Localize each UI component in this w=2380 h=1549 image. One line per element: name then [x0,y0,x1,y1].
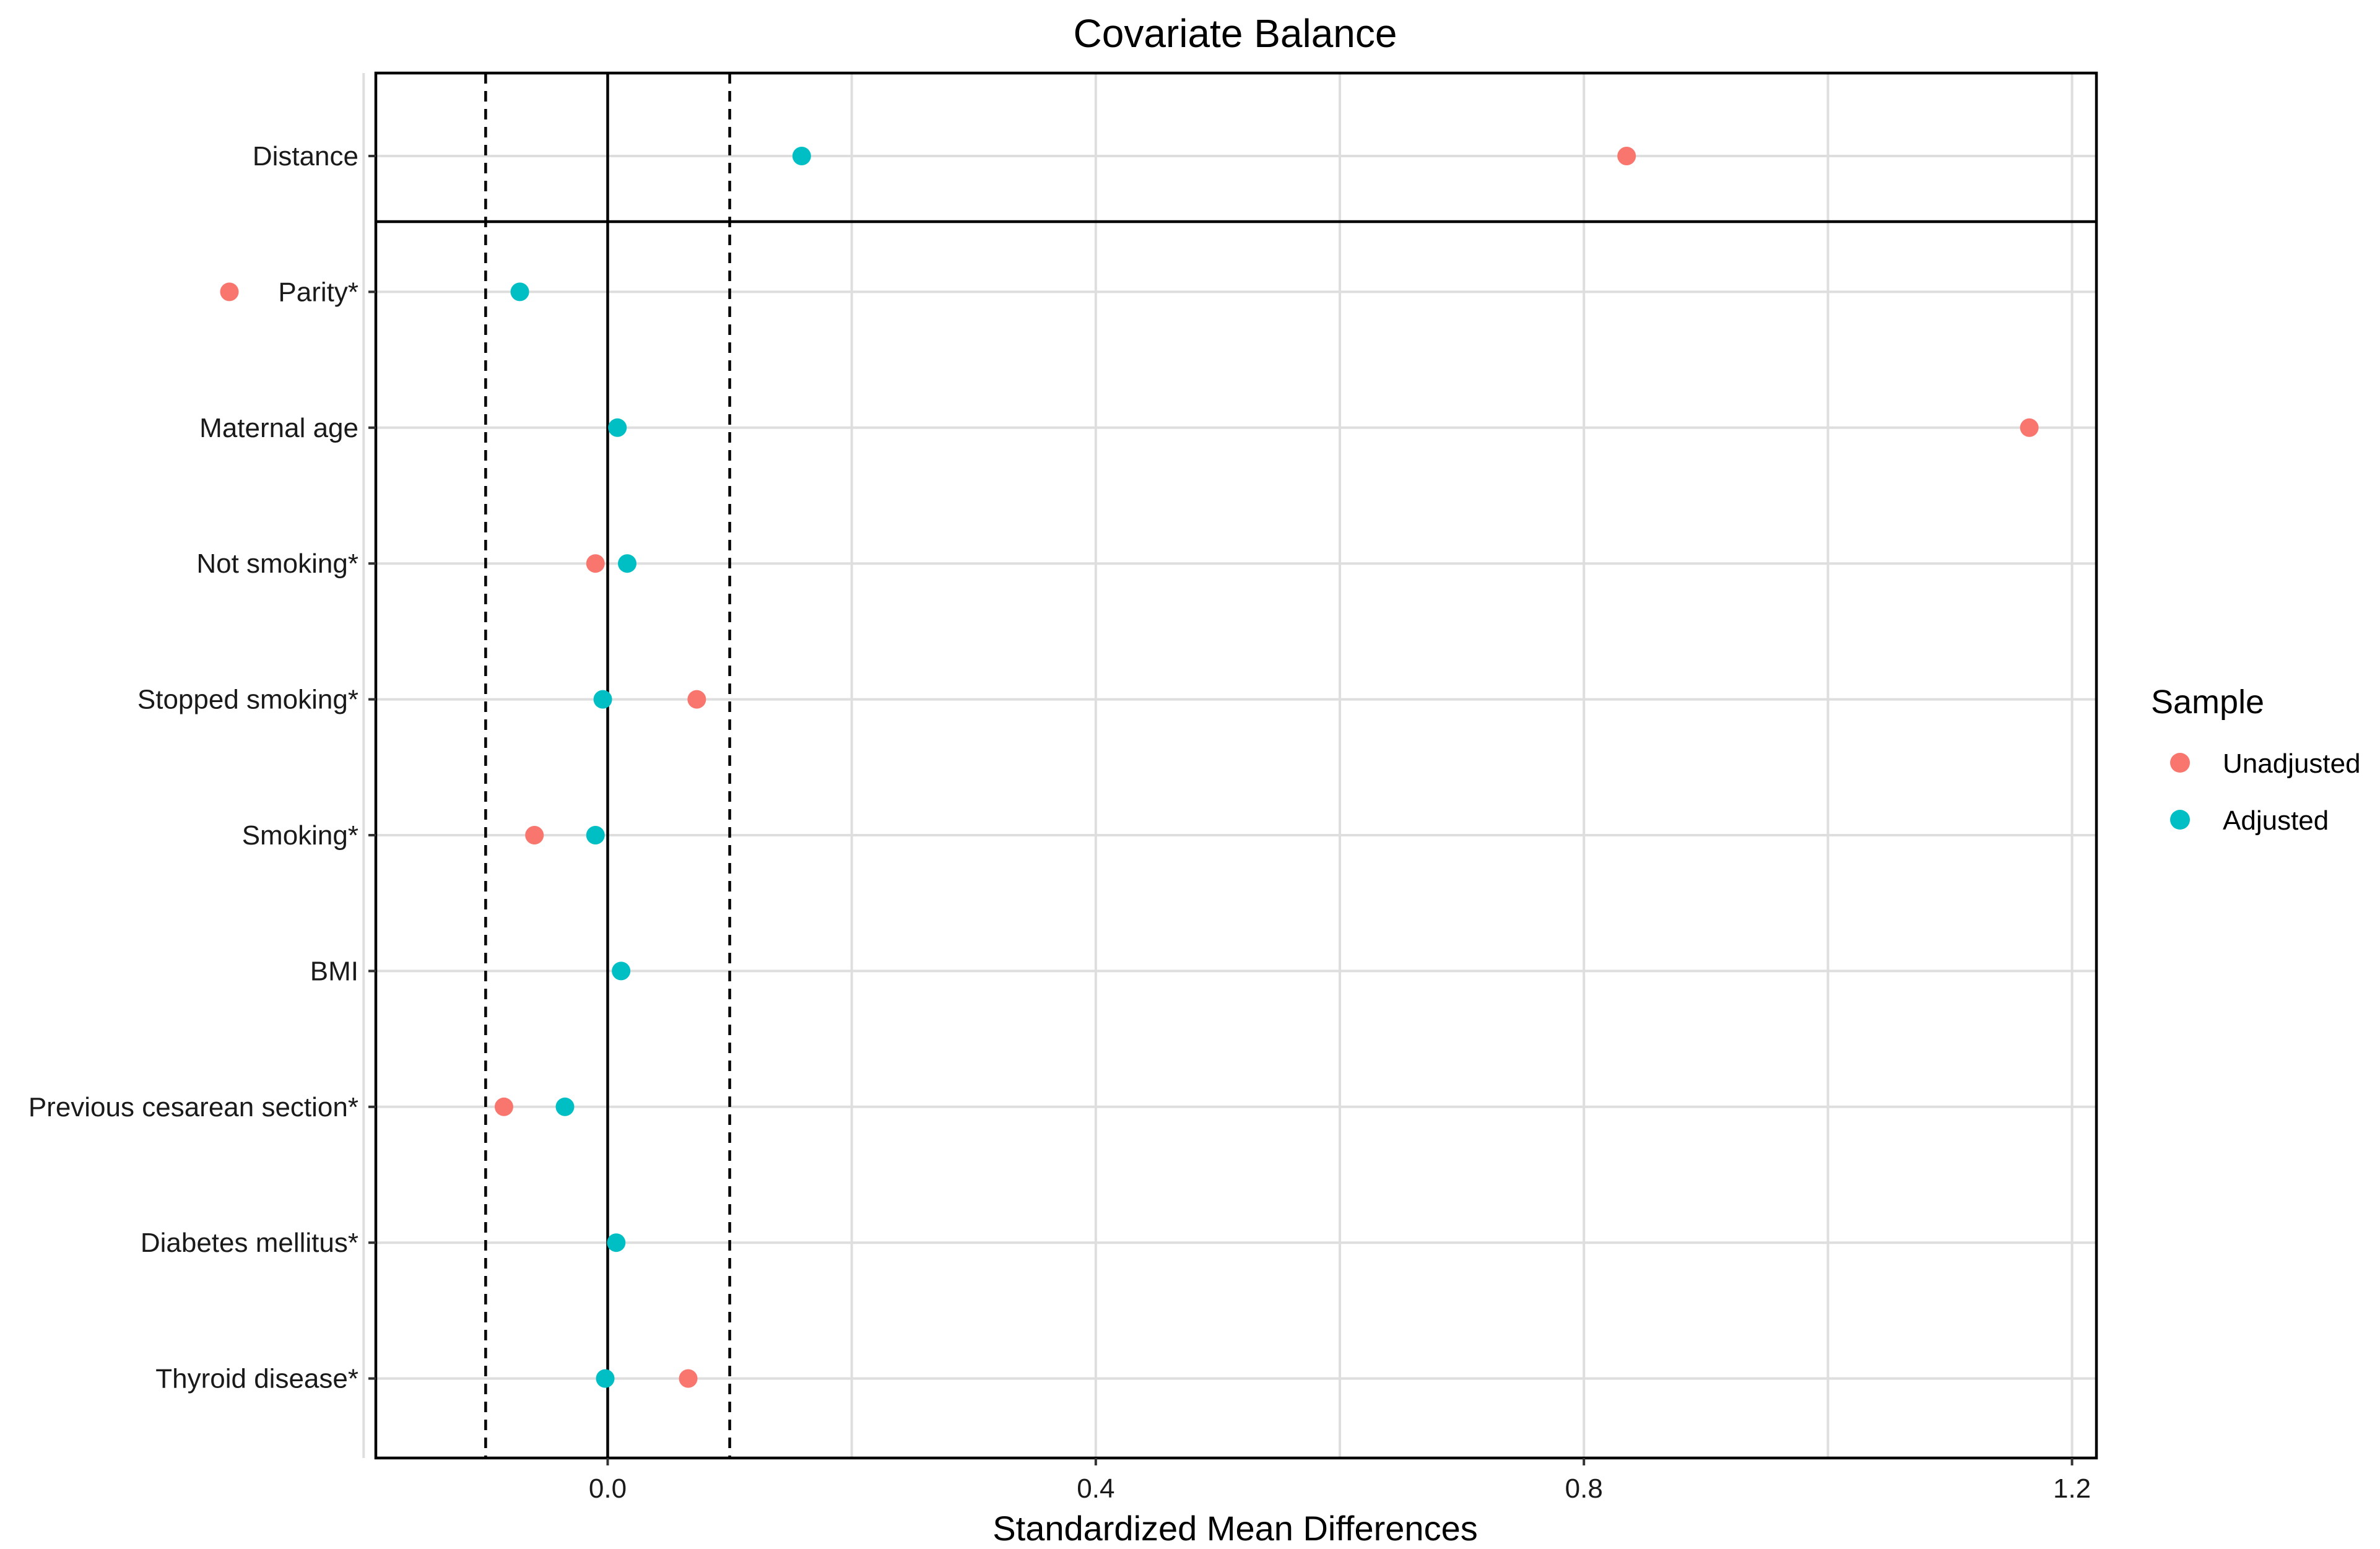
legend: Sample Unadjusted Adjusted [2151,683,2361,836]
x-tick-label: 0.8 [1565,1473,1603,1504]
y-category-label: Distance [253,141,358,171]
legend-label-adjusted: Adjusted [2223,805,2329,836]
x-tick-label: 0.4 [1077,1473,1114,1504]
data-point-adjusted [596,1369,615,1388]
data-point-unadjusted [2020,418,2039,437]
x-tick-label: 1.2 [2053,1473,2091,1504]
data-point-unadjusted [586,554,605,573]
data-point-adjusted [608,418,627,437]
y-category-label: Not smoking* [196,549,358,579]
y-category-label: Diabetes mellitus* [141,1228,358,1258]
data-point-adjusted [510,282,529,302]
x-tick-label: 0.0 [589,1473,627,1504]
data-point-adjusted [586,826,605,844]
data-point-adjusted [792,147,811,165]
data-point-adjusted [555,1097,575,1116]
panel-frame [374,71,2098,1460]
data-point-adjusted [618,554,637,573]
y-axis-labels: Distance Parity* Maternal age Not smoking* S… [28,141,376,1394]
chart-title: Covariate Balance [1074,11,1397,56]
data-point-unadjusted [525,826,544,844]
y-category-label: Smoking* [242,820,358,851]
y-category-label: BMI [310,956,358,986]
x-axis-title: Standardized Mean Differences [992,1509,1477,1548]
data-point-unadjusted [220,282,239,302]
data-points [220,147,2039,1388]
reference-lines [376,73,2096,1458]
legend-key-unadjusted [2170,753,2190,773]
data-point-adjusted [607,1233,626,1252]
y-category-label: Stopped smoking* [137,685,358,715]
x-axis-ticks: 0.0 0.4 0.8 1.2 [589,1458,2091,1504]
legend-key-adjusted [2170,810,2190,830]
data-point-adjusted [593,690,612,709]
data-point-unadjusted [494,1097,513,1116]
y-category-label: Maternal age [199,413,358,443]
data-point-unadjusted [1617,147,1636,165]
y-category-label: Previous cesarean section* [28,1092,358,1122]
legend-items: Unadjusted Adjusted [2170,748,2361,836]
data-point-unadjusted [679,1369,698,1388]
legend-title: Sample [2151,683,2264,721]
y-category-label: Parity* [278,277,358,307]
data-point-unadjusted [687,690,706,709]
y-category-label: Thyroid disease* [155,1364,358,1394]
grid-layer [362,73,2096,1458]
legend-label-unadjusted: Unadjusted [2223,748,2361,779]
panel-border [374,71,2098,1460]
data-point-adjusted [612,961,631,981]
